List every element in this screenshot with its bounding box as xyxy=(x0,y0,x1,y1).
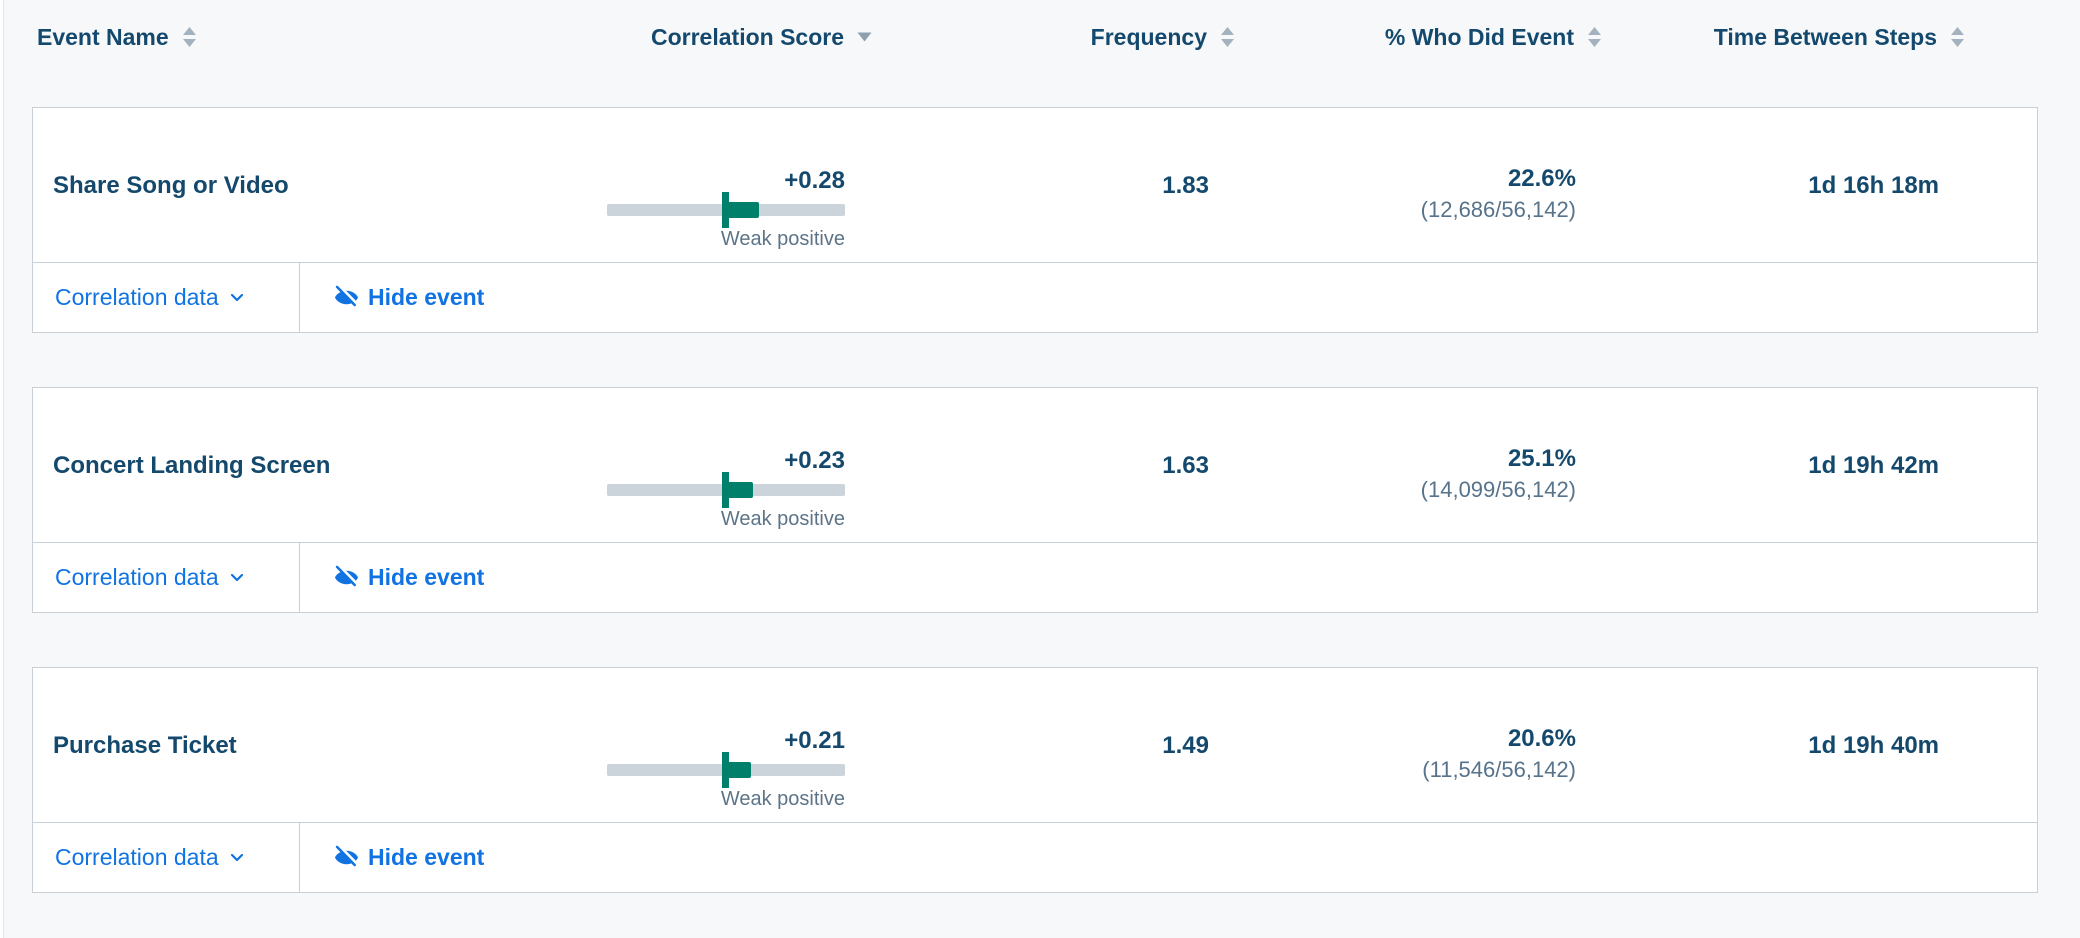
table-header-row: Event Name Correlation Score xyxy=(0,0,2080,74)
sort-desc-icon xyxy=(857,32,872,42)
frequency-value: 1.83 xyxy=(1162,172,1209,199)
pct-who-did-detail: (14,099/56,142) xyxy=(1420,477,1576,502)
event-row: Share Song or Video +0.28 Weak positive … xyxy=(33,108,2037,264)
event-name: Share Song or Video xyxy=(53,172,289,199)
correlation-strength-label: Weak positive xyxy=(720,788,845,810)
correlation-score-value: +0.23 xyxy=(784,447,845,474)
column-header-label: Event Name xyxy=(37,23,169,50)
time-between-value: 1d 16h 18m xyxy=(1808,172,1939,199)
sort-both-icon xyxy=(1220,26,1235,48)
correlation-bar-track xyxy=(607,192,845,228)
column-header[interactable]: % Who Did Event xyxy=(1385,0,1602,74)
correlation-data-label: Correlation data xyxy=(55,564,219,590)
event-card: Share Song or Video +0.28 Weak positive … xyxy=(32,107,2038,333)
column-header-label: Correlation Score xyxy=(651,23,844,50)
pct-who-did-cell: 20.6% (11,546/56,142) xyxy=(1422,676,1576,832)
correlation-fill xyxy=(726,762,751,778)
event-card: Purchase Ticket +0.21 Weak positive 1.49… xyxy=(32,667,2038,893)
column-header-label: % Who Did Event xyxy=(1384,23,1574,50)
hide-event-cell: Hide event xyxy=(300,543,484,612)
correlation-data-label: Correlation data xyxy=(55,844,219,870)
time-between-value: 1d 19h 42m xyxy=(1808,452,1939,479)
chevron-down-icon xyxy=(230,293,244,302)
correlation-strength-label: Weak positive xyxy=(720,228,845,250)
hide-event-cell: Hide event xyxy=(300,823,484,892)
hide-event-cell: Hide event xyxy=(300,263,484,332)
correlation-score-value: +0.28 xyxy=(784,167,845,194)
pct-who-did-detail: (12,686/56,142) xyxy=(1420,197,1576,222)
eye-off-icon xyxy=(333,284,360,311)
hide-event-button[interactable]: Hide event xyxy=(333,284,484,311)
correlation-center-tick xyxy=(722,752,729,788)
pct-who-did-cell: 25.1% (14,099/56,142) xyxy=(1421,396,1576,552)
column-header-label: Frequency xyxy=(1090,23,1207,50)
correlation-bar-track xyxy=(607,472,845,508)
event-card-footer: Correlation data xyxy=(33,262,2037,332)
column-header[interactable]: Event Name xyxy=(37,0,197,74)
hide-event-label: Hide event xyxy=(368,564,485,590)
correlation-bar-track xyxy=(607,752,845,788)
correlation-data-cell: Correlation data xyxy=(33,543,300,612)
correlation-strength-label: Weak positive xyxy=(720,508,845,530)
panel-left-edge xyxy=(0,0,4,938)
correlation-score-cell: +0.21 Weak positive xyxy=(607,728,845,810)
hide-event-label: Hide event xyxy=(368,284,485,310)
correlation-data-button[interactable]: Correlation data xyxy=(55,844,244,871)
correlation-center-tick xyxy=(722,472,729,508)
correlation-fill xyxy=(726,482,753,498)
hide-event-button[interactable]: Hide event xyxy=(333,564,484,591)
correlation-data-cell: Correlation data xyxy=(33,823,300,892)
event-row: Concert Landing Screen +0.23 Weak positi… xyxy=(33,388,2037,544)
pct-who-did-value: 22.6% xyxy=(1507,165,1576,192)
eye-off-icon xyxy=(333,564,360,591)
event-row: Purchase Ticket +0.21 Weak positive 1.49… xyxy=(33,668,2037,824)
correlation-score-cell: +0.23 Weak positive xyxy=(607,448,845,530)
hide-event-label: Hide event xyxy=(368,844,485,870)
correlation-score-value: +0.21 xyxy=(784,727,845,754)
correlation-score-cell: +0.28 Weak positive xyxy=(607,168,845,250)
eye-off-icon xyxy=(333,844,360,871)
column-header-label: Time Between Steps xyxy=(1713,23,1937,50)
correlation-fill xyxy=(726,202,759,218)
column-header[interactable]: Time Between Steps xyxy=(1714,0,1965,74)
event-card: Concert Landing Screen +0.23 Weak positi… xyxy=(32,387,2038,613)
sort-both-icon xyxy=(1950,26,1965,48)
frequency-value: 1.63 xyxy=(1162,452,1209,479)
column-header[interactable]: Correlation Score xyxy=(651,0,872,74)
chevron-down-icon xyxy=(230,573,244,582)
pct-who-did-cell: 22.6% (12,686/56,142) xyxy=(1421,116,1576,272)
frequency-value: 1.49 xyxy=(1162,732,1209,759)
correlation-data-label: Correlation data xyxy=(55,284,219,310)
correlation-data-button[interactable]: Correlation data xyxy=(55,284,244,311)
pct-who-did-detail: (11,546/56,142) xyxy=(1422,757,1576,782)
pct-who-did-value: 25.1% xyxy=(1507,445,1576,472)
pct-who-did-value: 20.6% xyxy=(1507,725,1576,752)
sort-both-icon xyxy=(1587,26,1602,48)
sort-both-icon xyxy=(182,26,197,48)
event-name: Concert Landing Screen xyxy=(53,452,331,479)
correlation-data-button[interactable]: Correlation data xyxy=(55,564,244,591)
column-header[interactable]: Frequency xyxy=(1091,0,1235,74)
event-card-footer: Correlation data xyxy=(33,822,2037,892)
event-name: Purchase Ticket xyxy=(53,732,237,759)
time-between-value: 1d 19h 40m xyxy=(1808,732,1939,759)
hide-event-button[interactable]: Hide event xyxy=(333,844,484,871)
correlation-center-tick xyxy=(722,192,729,228)
chevron-down-icon xyxy=(230,853,244,862)
event-card-footer: Correlation data xyxy=(33,542,2037,612)
correlation-data-cell: Correlation data xyxy=(33,263,300,332)
